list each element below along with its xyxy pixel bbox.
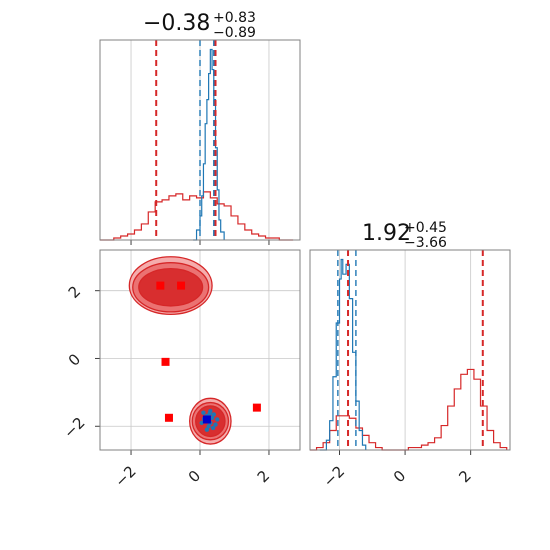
- y-marginal-histogram-red: [310, 368, 508, 451]
- sample-point-blue: [211, 412, 216, 417]
- sample-point-blue: [201, 410, 206, 415]
- x-marginal-panel: [99, 39, 301, 245]
- sample-point-blue: [213, 422, 218, 427]
- joint-x-tick-label: 0: [185, 467, 204, 486]
- x-marginal-histogram-red: [100, 191, 294, 241]
- marker-red: [161, 357, 170, 366]
- joint-panel: −2 0 2 −2 0 2: [60, 249, 301, 491]
- joint-x-tick-label: 2: [254, 467, 273, 486]
- x-marginal-frame: [99, 39, 301, 241]
- marker-blue: [202, 415, 211, 424]
- joint-x-tick-label: −2: [111, 462, 139, 490]
- sample-point-blue: [215, 417, 220, 422]
- title-x-upper: +0.83: [213, 10, 256, 26]
- joint-frame: [99, 249, 301, 451]
- y-marginal-frame: [309, 249, 511, 451]
- x-marginal-histogram-blue: [193, 48, 225, 241]
- contour-level: [138, 267, 204, 307]
- title-y-upper: +0.45: [404, 220, 447, 236]
- joint-y-tick-label: −2: [60, 414, 88, 442]
- sample-point-blue: [206, 424, 211, 429]
- sample-point-blue: [209, 415, 215, 420]
- title-x-parameter: −0.38: [143, 11, 210, 36]
- joint-y-tick-label: 2: [65, 282, 84, 301]
- title-y-parameter: 1.92: [362, 221, 411, 246]
- marker-red: [164, 413, 173, 422]
- marker-red: [156, 281, 165, 290]
- y-marginal-panel: −2 0 2: [309, 249, 511, 491]
- title-y-lower: −3.66: [404, 235, 447, 251]
- joint-y-tick-label: 0: [65, 350, 84, 369]
- sample-point-blue: [199, 420, 204, 426]
- sample-point-blue: [210, 425, 216, 431]
- sample-point-blue: [204, 427, 210, 432]
- marker-red: [177, 281, 186, 290]
- y-marginal-x-tick-label: −2: [320, 462, 348, 490]
- marker-red: [252, 403, 261, 412]
- sample-point-blue: [207, 411, 212, 416]
- title-x-lower: −0.89: [213, 25, 256, 41]
- y-marginal-x-tick-label: 0: [390, 467, 409, 486]
- y-marginal-x-tick-label: 2: [455, 467, 474, 486]
- y-marginal-histogram-blue: [319, 258, 367, 451]
